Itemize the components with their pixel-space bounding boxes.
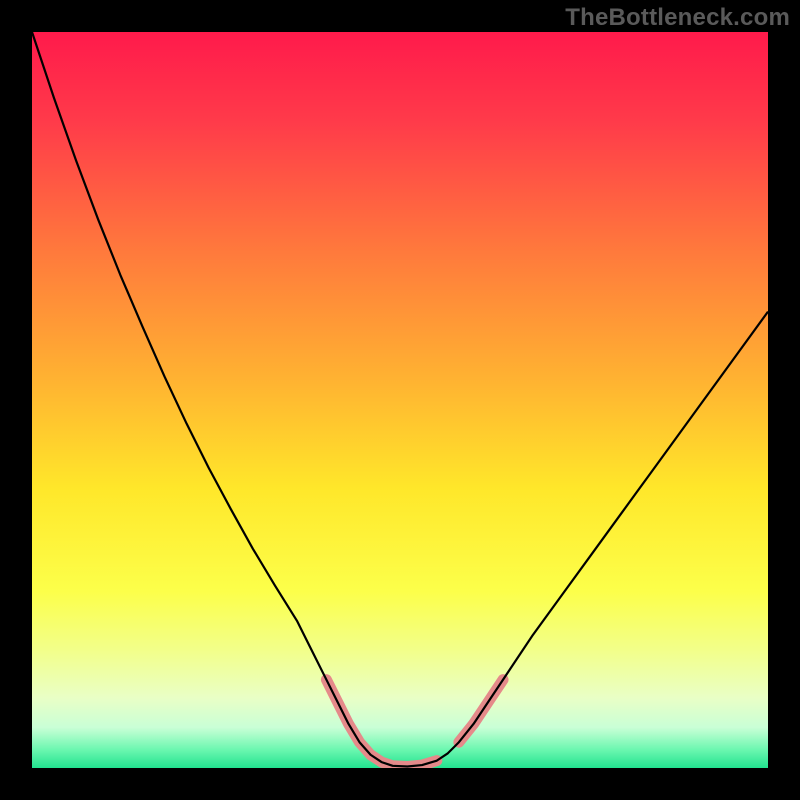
chart-frame: TheBottleneck.com <box>0 0 800 800</box>
watermark-text: TheBottleneck.com <box>565 4 790 32</box>
gradient-background <box>32 32 768 768</box>
gradient-plot <box>32 32 768 768</box>
plot-area <box>32 32 768 768</box>
